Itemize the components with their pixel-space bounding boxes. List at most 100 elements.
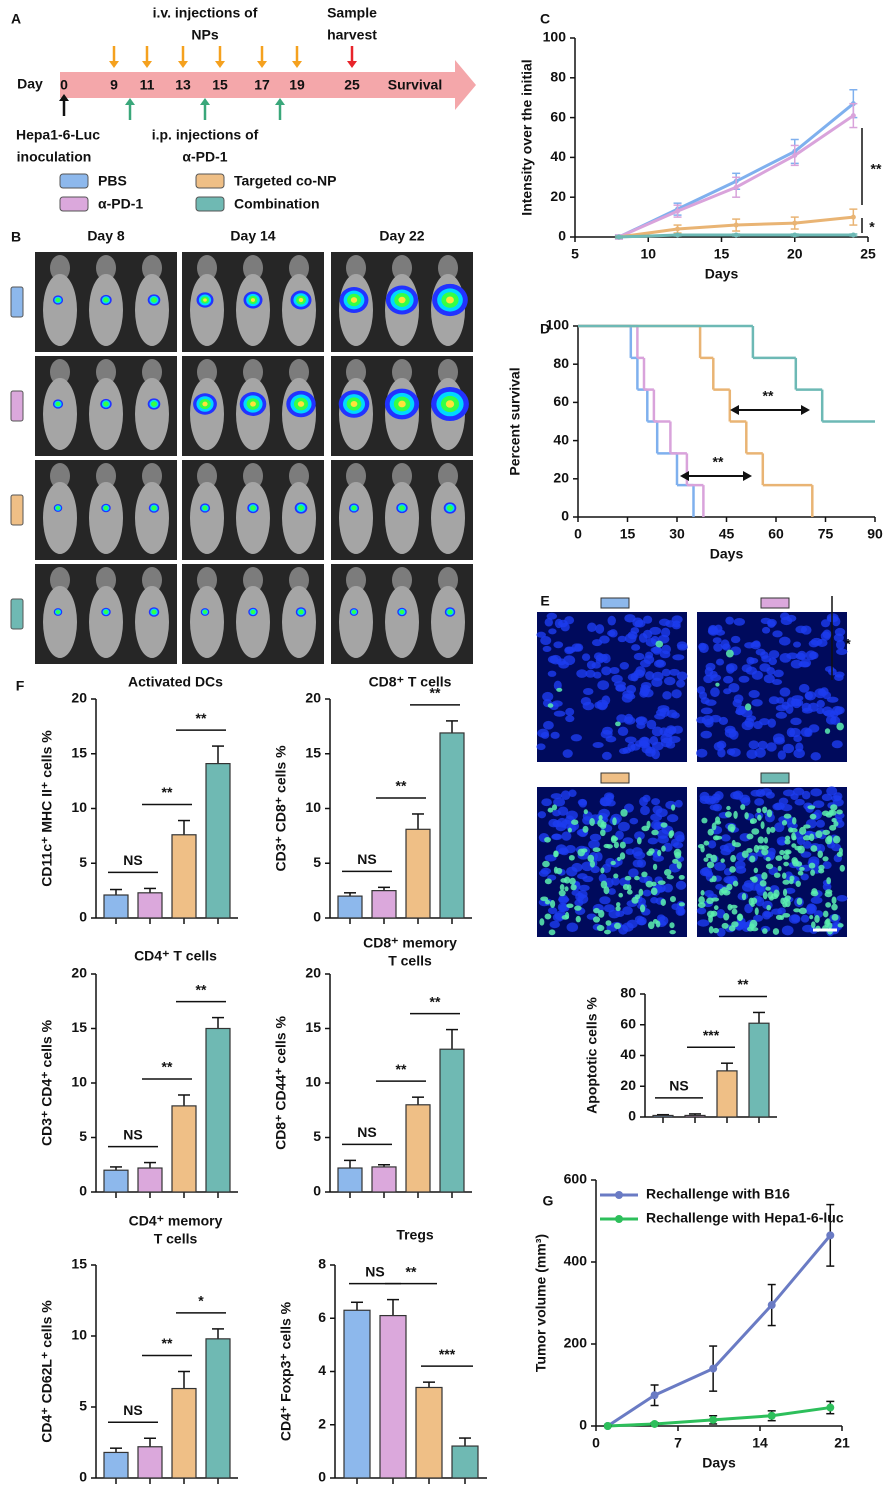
- legend-label: PBS: [98, 173, 127, 189]
- signal: [150, 401, 158, 407]
- nucleus: [672, 623, 681, 630]
- nucleus: [642, 794, 651, 803]
- signal: [445, 400, 455, 408]
- nucleus: [777, 750, 786, 760]
- bar: [652, 1114, 674, 1118]
- nucleus: [677, 907, 686, 916]
- apoptotic-cell: [669, 895, 676, 903]
- nucleus: [781, 925, 794, 936]
- apoptotic-cell: [639, 904, 646, 913]
- nucleus: [763, 674, 775, 684]
- nucleus: [698, 643, 709, 654]
- apoptotic-cell: [830, 804, 838, 811]
- tag: [600, 772, 630, 784]
- apoptotic-cell: [666, 874, 674, 880]
- apoptotic-cell: [756, 807, 762, 814]
- timeline-day: 11: [140, 77, 155, 93]
- mouse-head: [96, 463, 116, 489]
- nucleus: [796, 836, 806, 846]
- nucleus: [741, 882, 754, 892]
- apoptotic-cell: [773, 872, 781, 878]
- legend-label: Combination: [234, 196, 320, 212]
- arrow-head: [730, 405, 739, 415]
- signal: [103, 401, 109, 407]
- nucleus: [650, 646, 663, 654]
- signal: [55, 401, 61, 407]
- apoptotic-cell: [610, 836, 619, 842]
- nucleus: [622, 837, 634, 844]
- nucleus: [755, 896, 765, 907]
- apoptotic-cell: [766, 904, 772, 911]
- apoptotic-cell: [784, 839, 791, 845]
- apoptotic-cell: [822, 829, 831, 836]
- apoptotic-cell: [613, 922, 621, 930]
- bar: [451, 1445, 479, 1479]
- nucleus: [740, 797, 751, 806]
- mouse-head: [96, 359, 116, 385]
- nucleus: [557, 806, 569, 816]
- apoptotic-cell: [634, 875, 640, 881]
- nucleus: [704, 667, 714, 677]
- mouse-head: [142, 567, 162, 593]
- x-tick-label: 20: [787, 246, 803, 262]
- nucleus: [628, 868, 639, 878]
- nucleus: [654, 713, 666, 720]
- significance: NS: [669, 1078, 688, 1094]
- apoptotic-cell: [622, 884, 630, 891]
- nucleus: [777, 839, 787, 846]
- apoptotic-cell: [711, 897, 720, 902]
- signal: [150, 297, 158, 303]
- mouse-body: [190, 586, 224, 658]
- y-tick-label: 80: [620, 985, 636, 1001]
- nucleus: [715, 658, 725, 666]
- timeline-day: 13: [175, 77, 191, 93]
- nucleus: [640, 805, 650, 816]
- x-tick-label: 60: [768, 526, 784, 542]
- legend-label: α-PD-1: [98, 196, 143, 212]
- apoptotic-cell: [616, 856, 621, 862]
- nucleus: [647, 837, 659, 845]
- apoptotic-cell: [674, 852, 682, 859]
- apoptotic-cell: [802, 835, 811, 841]
- apoptotic-cell: [600, 880, 608, 889]
- nucleus: [599, 896, 611, 905]
- point: [850, 214, 856, 220]
- nucleus: [831, 740, 843, 749]
- apoptotic-cell: [660, 898, 666, 906]
- significance: ***: [703, 1027, 720, 1043]
- y-tick-label: 15: [71, 1256, 87, 1272]
- nucleus: [632, 859, 644, 868]
- nucleus: [794, 798, 805, 806]
- bar: [684, 1114, 706, 1118]
- nucleus: [816, 707, 825, 715]
- apoptotic-cell: [753, 867, 759, 874]
- y-tick-label: 0: [628, 1108, 636, 1124]
- nucleus: [662, 691, 672, 700]
- y-axis-label: CD3⁺ CD8⁺ cells %: [273, 745, 289, 872]
- y-tick-label: 20: [71, 690, 87, 706]
- y-tick-label: 0: [79, 1469, 87, 1485]
- apoptotic-cell: [762, 928, 768, 934]
- nucleus: [748, 690, 760, 699]
- apoptotic-cell: [836, 809, 843, 815]
- nucleus: [547, 670, 557, 677]
- mouse-body: [236, 482, 270, 554]
- apoptotic-cell: [831, 913, 839, 921]
- mouse-head: [197, 567, 217, 593]
- point: [675, 232, 681, 238]
- nucleus: [558, 619, 568, 628]
- mouse-head: [243, 567, 263, 593]
- significance: **: [430, 993, 441, 1009]
- apoptotic-cell: [593, 907, 600, 914]
- apoptotic-cell: [792, 817, 797, 825]
- nucleus: [582, 701, 595, 711]
- legend-swatch: [59, 196, 89, 212]
- nucleus: [800, 851, 812, 858]
- nucleus: [547, 655, 559, 664]
- nucleus: [793, 641, 802, 648]
- apoptotic-cell: [728, 925, 736, 932]
- nucleus: [733, 694, 744, 704]
- point: [709, 1364, 718, 1373]
- nucleus: [601, 653, 611, 664]
- nucleus: [653, 659, 666, 668]
